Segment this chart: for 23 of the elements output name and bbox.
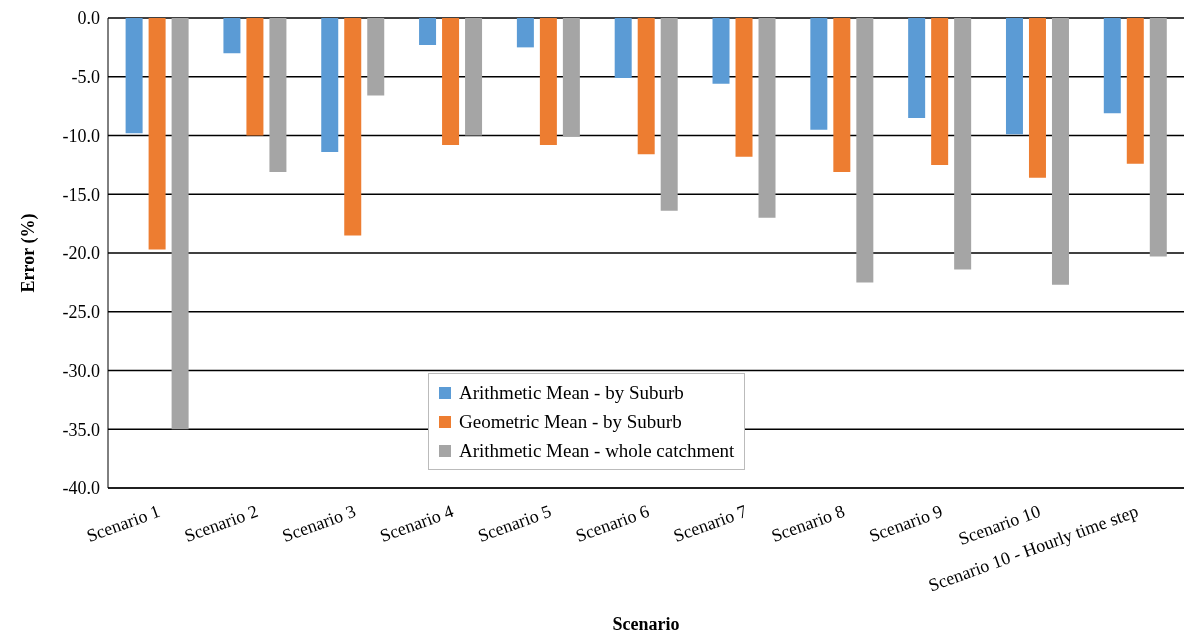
y-tick-label: -5.0 xyxy=(71,67,100,88)
y-tick-label: -15.0 xyxy=(62,184,100,205)
y-tick-label: -40.0 xyxy=(62,478,100,499)
y-tick-label: 0.0 xyxy=(77,8,100,29)
x-tick-label: Scenario 7 xyxy=(670,500,750,546)
y-tick-label: -25.0 xyxy=(62,302,100,323)
legend-label: Geometric Mean - by Suburb xyxy=(459,410,682,434)
x-tick-label: Scenario 1 xyxy=(83,500,163,546)
x-axis-title: Scenario xyxy=(612,614,680,634)
x-tick-label: Scenario 8 xyxy=(768,500,848,546)
y-tick-label: -10.0 xyxy=(62,125,100,146)
x-tick-label: Scenario 3 xyxy=(279,500,359,546)
legend-label: Arithmetic Mean - whole catchment xyxy=(459,439,735,463)
x-tick-label: Scenario 2 xyxy=(181,500,261,546)
y-axis-title: Error (%) xyxy=(18,213,40,293)
y-tick-label: -35.0 xyxy=(62,419,100,440)
x-tick-label: Scenario 6 xyxy=(573,500,652,546)
legend-label: Arithmetic Mean - by Suburb xyxy=(459,381,684,405)
y-tick-label: -20.0 xyxy=(62,243,100,264)
x-tick-label: Scenario 4 xyxy=(377,500,457,546)
y-tick-label: -30.0 xyxy=(62,360,100,381)
x-tick-label: Scenario 9 xyxy=(866,500,946,546)
x-tick-label: Scenario 5 xyxy=(475,500,554,546)
